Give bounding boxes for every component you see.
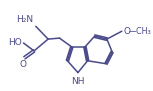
Text: NH: NH [71,77,85,86]
Text: HO: HO [8,38,22,47]
Text: O: O [19,60,26,69]
Text: H₂N: H₂N [16,15,33,24]
Text: —CH₃: —CH₃ [129,27,152,36]
Text: O: O [124,27,131,36]
